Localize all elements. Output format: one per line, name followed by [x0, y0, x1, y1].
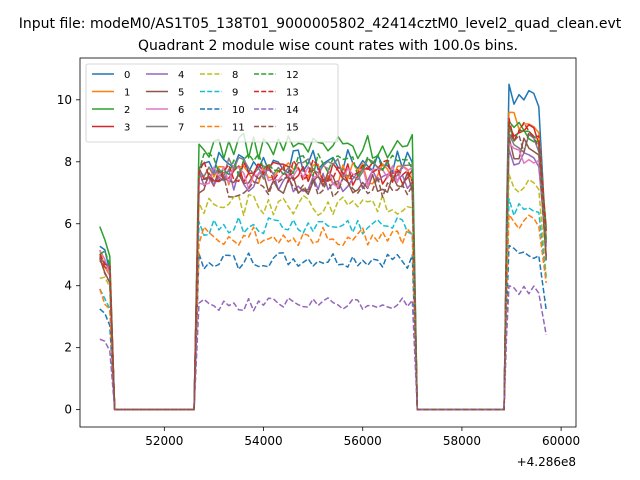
legend-label-6: 6 — [178, 105, 184, 116]
legend-label-12: 12 — [286, 70, 299, 81]
legend-label-3: 3 — [124, 123, 130, 134]
series-line-15 — [99, 130, 547, 411]
x-offset-label: +4.286e8 — [517, 455, 576, 469]
figure-suptitle: Input file: modeM0/AS1T05_138T01_9000005… — [19, 16, 622, 32]
x-tick-label: 60000 — [542, 434, 580, 448]
y-tick-label: 6 — [64, 217, 72, 231]
legend-box — [85, 63, 339, 143]
axis-ticks: 52000 54000 56000 58000 60000 0 2 4 6 8 10 — [57, 93, 580, 448]
series-lines — [99, 83, 547, 411]
legend-label-14: 14 — [286, 105, 299, 116]
legend-label-13: 13 — [286, 88, 299, 99]
y-tick-label: 2 — [64, 341, 72, 355]
x-tick-label: 54000 — [244, 434, 282, 448]
x-tick-label: 56000 — [344, 434, 382, 448]
x-tick-label: 52000 — [145, 434, 183, 448]
y-tick-label: 0 — [64, 403, 72, 417]
y-tick-label: 10 — [57, 93, 72, 107]
y-tick-label: 4 — [64, 279, 72, 293]
series-line-9 — [99, 198, 547, 411]
legend-label-7: 7 — [178, 123, 184, 134]
legend-label-10: 10 — [232, 105, 245, 116]
legend-label-15: 15 — [286, 123, 299, 134]
legend-label-11: 11 — [232, 123, 245, 134]
legend-label-1: 1 — [124, 88, 130, 99]
plot-frame — [79, 57, 577, 428]
legend-label-8: 8 — [232, 70, 238, 81]
legend-label-2: 2 — [124, 105, 130, 116]
legend-label-9: 9 — [232, 88, 238, 99]
legend-label-5: 5 — [178, 88, 184, 99]
series-line-11 — [99, 213, 547, 411]
x-tick-label: 58000 — [443, 434, 481, 448]
legend-label-0: 0 — [124, 70, 130, 81]
legend-label-4: 4 — [178, 70, 184, 81]
y-tick-label: 8 — [64, 155, 72, 169]
chart-title: Quadrant 2 module wise count rates with … — [138, 38, 518, 54]
